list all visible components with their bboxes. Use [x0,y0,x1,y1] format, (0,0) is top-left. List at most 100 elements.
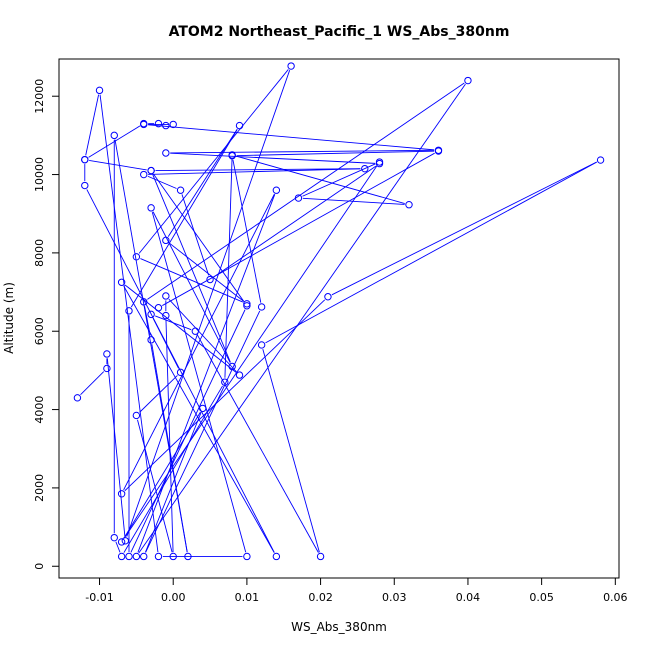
series-line-segment [236,150,435,157]
data-point [316,552,325,561]
data-point [324,293,332,301]
series-line-segment [155,168,361,172]
series-line-segment [138,83,466,554]
series-line-segment [213,165,377,278]
series-line-segment [89,159,147,171]
data-point [117,490,126,498]
series-line-segment [162,152,435,306]
data-point [176,368,185,377]
data-point [257,341,266,349]
series-line-segment [147,175,177,189]
data-point [434,147,443,155]
series-line-segment [85,94,100,156]
data-point [132,411,141,420]
y-tick-label: 0 [33,563,46,570]
data-point [73,394,82,402]
data-point [140,552,148,561]
data-point [81,181,89,190]
data-point [95,86,104,95]
series-line-segment [123,385,223,553]
series-line-segment [331,161,597,296]
series-line-segment [232,159,262,303]
series-line-segment [106,358,126,537]
data-point [117,552,126,561]
series-line-segment [145,310,261,553]
y-tick-label: 4000 [33,396,46,424]
data-point [162,149,170,157]
data-point [206,275,214,284]
y-tick-label: 10000 [33,157,46,192]
data-point [103,350,111,358]
x-tick-label: 0.00 [161,591,186,604]
data-point [596,156,605,164]
x-tick-label: 0.04 [456,591,481,604]
data-point [405,201,413,209]
series-line-segment [265,161,597,344]
series-line-segment [165,319,174,553]
data-point [272,186,281,194]
series-line-segment [169,242,244,302]
data-point [169,120,177,129]
data-series [73,62,605,561]
data-point [375,158,384,166]
data-point [103,364,111,373]
data-point [235,121,244,130]
series-line-segment [197,334,319,553]
series-line-segment [167,129,238,237]
y-tick-label: 12000 [33,79,46,114]
series-line-segment [302,163,376,197]
data-point [176,186,185,194]
x-tick-label: 0.06 [603,591,628,604]
data-point [147,204,155,212]
series-line-segment [144,412,202,553]
series-line-segment [123,165,378,539]
data-point [243,552,251,561]
data-point [162,311,170,320]
series-line-segment [170,152,376,164]
data-point [110,131,118,140]
y-tick-label: 6000 [33,317,46,345]
data-point [117,538,126,546]
data-point [140,298,148,306]
series-line-segment [140,258,244,303]
series-line-segment [155,315,192,331]
data-point [228,152,236,160]
series-line-segment [152,174,231,363]
y-axis-title: Altitude (m) [2,282,16,354]
data-point [162,121,170,130]
series-line-segment [147,82,465,300]
series-line-segment [302,197,405,205]
x-tick-label: 0.05 [529,591,554,604]
plot-frame [58,58,620,579]
x-axis: -0.01 0.00 0.01 0.02 0.03 0.04 0.05 0.06 [85,577,628,604]
series-line-segment [124,299,326,492]
series-line-segment [138,69,289,254]
data-point [147,336,155,344]
data-point [162,292,170,300]
series-line-segment [151,211,247,553]
series-line-segment [124,284,237,373]
y-tick-label: 2000 [33,474,46,502]
x-tick-label: 0.03 [382,591,407,604]
data-point [169,552,177,561]
series-line-segment [153,173,245,303]
data-point [361,164,369,173]
series-line-segment [152,318,179,369]
series-line-segment [236,155,405,204]
data-point [294,194,303,202]
data-point [140,119,148,128]
data-point [198,404,207,413]
x-axis-title: WS_Abs_380nm [291,620,387,634]
series-line-segment [126,70,291,537]
data-point [132,552,141,561]
data-point [257,303,266,311]
data-point [132,253,141,261]
data-point [140,170,148,179]
data-point [243,302,251,310]
data-point [287,62,295,70]
series-line-segment [123,411,201,539]
series-line-segment [130,129,238,308]
data-point [147,310,155,319]
data-point [121,537,130,545]
